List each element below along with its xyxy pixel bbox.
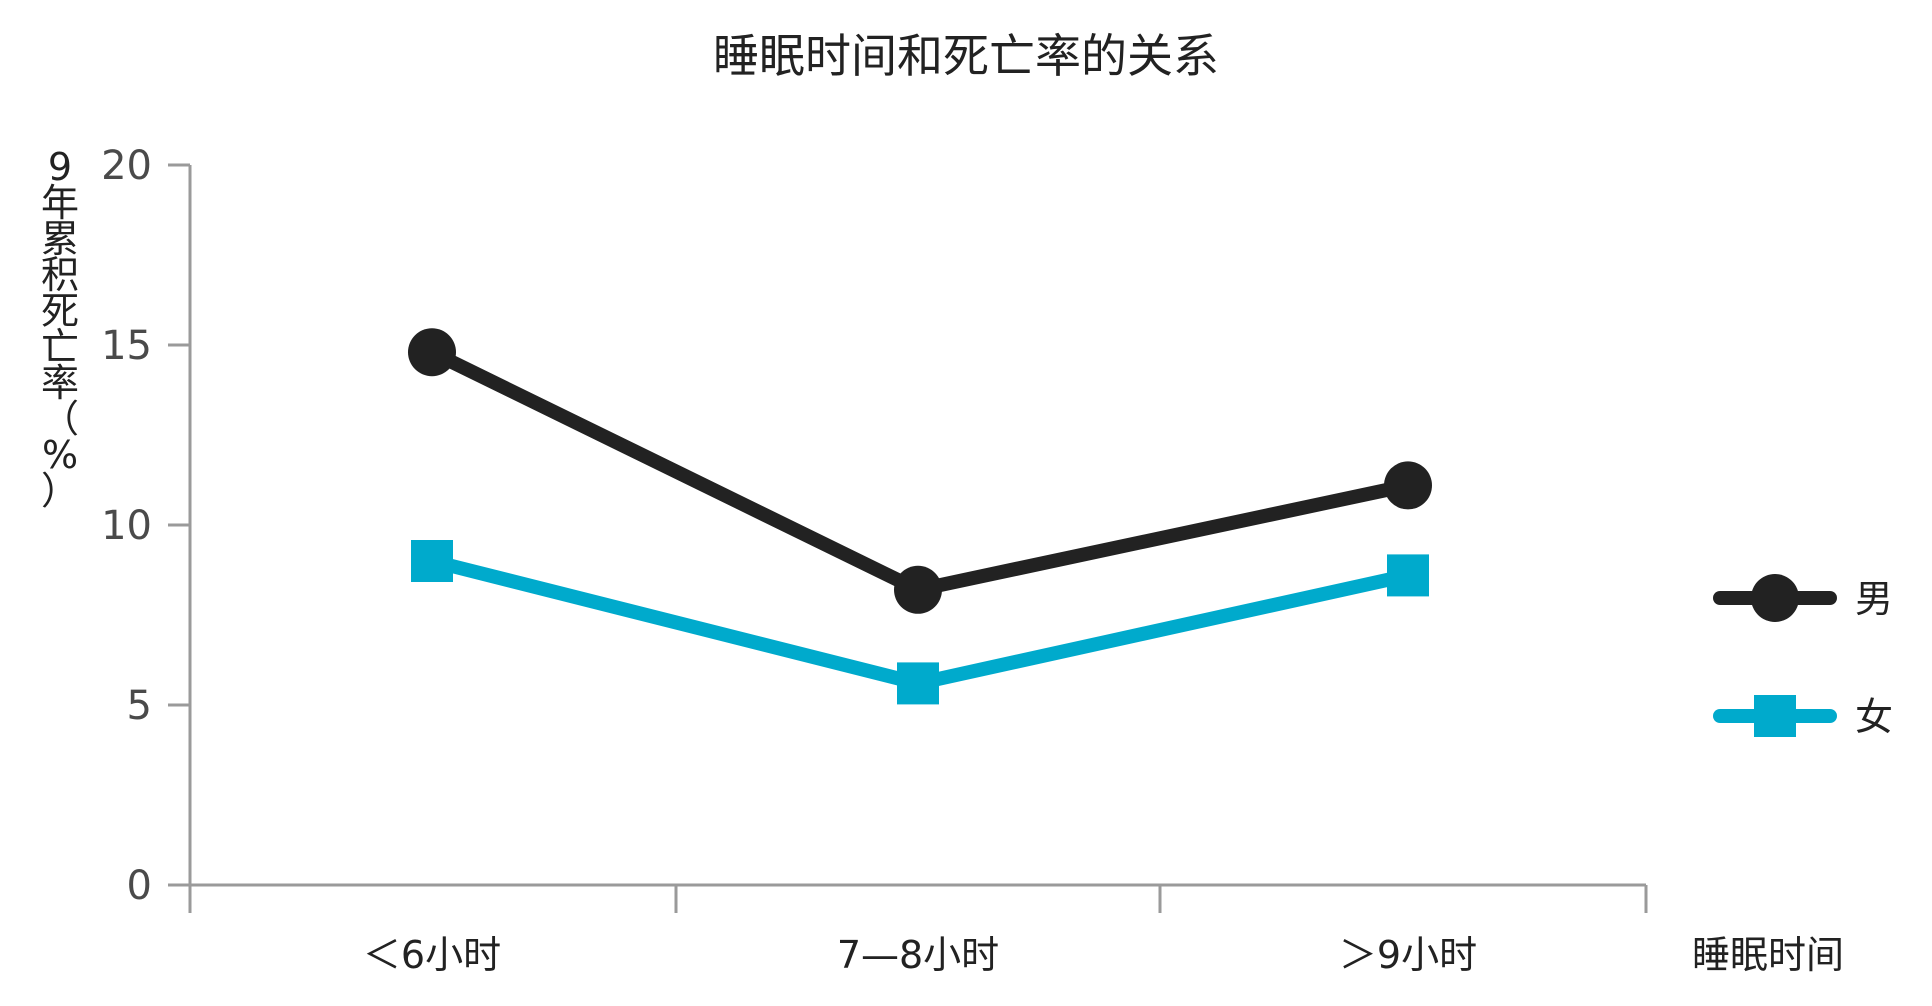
y-tick-label: 20 — [101, 143, 152, 189]
data-point — [1384, 461, 1432, 510]
series-female — [411, 540, 1429, 705]
y-axis-label-char: 年 — [41, 181, 79, 225]
series-male — [408, 328, 1432, 614]
x-tick-labels: ＜6小时 7—8小时 ＞9小时 — [363, 933, 1477, 977]
y-axis-label-char: 率 — [41, 361, 79, 405]
x-axis-title: 睡眠时间 — [1692, 933, 1844, 977]
legend-marker — [1751, 574, 1799, 622]
legend-label: 男 — [1855, 577, 1893, 621]
data-point — [894, 565, 942, 614]
axes — [188, 165, 1646, 913]
data-point — [408, 328, 456, 377]
legend: 男女 — [1713, 574, 1893, 739]
y-tick-label: 15 — [101, 323, 152, 369]
y-ticks: 0 5 10 15 20 — [101, 143, 190, 909]
x-tick-label: 7—8小时 — [837, 933, 999, 977]
x-tick-label: ＞9小时 — [1339, 933, 1477, 977]
series-layer — [408, 328, 1432, 705]
y-tick-label: 5 — [127, 683, 152, 729]
data-point — [411, 540, 453, 582]
y-axis-label-char: 死 — [41, 289, 79, 333]
y-tick-label: 10 — [101, 503, 152, 549]
legend-item: 女 — [1713, 695, 1893, 739]
y-axis-label-char: 亡 — [41, 325, 79, 369]
series-line — [428, 345, 1410, 597]
y-tick-label: 0 — [127, 863, 152, 909]
legend-label: 女 — [1855, 695, 1893, 739]
x-tick-label: ＜6小时 — [363, 933, 501, 977]
legend-marker — [1754, 695, 1796, 737]
y-axis-label-char: % — [42, 433, 78, 477]
chart-title: 睡眠时间和死亡率的关系 — [713, 29, 1219, 83]
x-ticks — [188, 885, 1648, 913]
data-point — [897, 662, 939, 705]
y-axis-label-char: 9 — [48, 145, 72, 189]
y-axis-label-char: 积 — [41, 253, 79, 297]
legend-item: 男 — [1713, 574, 1893, 622]
data-point — [1387, 554, 1429, 597]
y-axis-label-char: （ — [41, 397, 79, 441]
y-axis-label-char: 累 — [41, 217, 79, 261]
y-axis-label-char: ） — [41, 469, 79, 513]
